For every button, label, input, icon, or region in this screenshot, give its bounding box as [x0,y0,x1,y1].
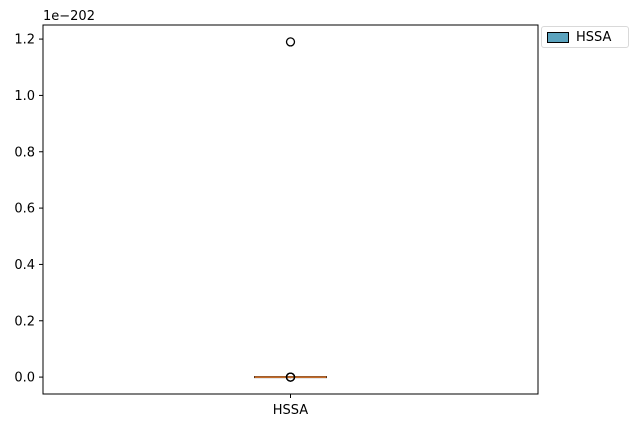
y-axis: 0.0 0.2 0.4 0.6 0.8 1.0 1.2 [14,33,43,386]
y-axis-scale-label: 1e−202 [43,9,95,24]
boxes-group [254,37,327,382]
y-tick-label: 0.2 [14,314,35,329]
plot-area [42,24,539,395]
y-tick-label: 1.2 [14,33,35,48]
x-axis: HSSA [273,394,309,418]
y-tick-label: 1.0 [14,89,35,104]
y-tick-label: 0.8 [14,145,35,160]
legend: HSSA [541,26,629,48]
x-tick-label: HSSA [273,403,309,418]
legend-label-hssa: HSSA [576,29,612,45]
y-tick-label: 0.6 [14,202,35,217]
outlier-point [285,37,296,47]
y-tick-label: 0.0 [14,371,35,386]
y-tick-label: 0.4 [14,258,35,273]
outlier-point [285,372,296,382]
legend-swatch-hssa [547,31,569,43]
